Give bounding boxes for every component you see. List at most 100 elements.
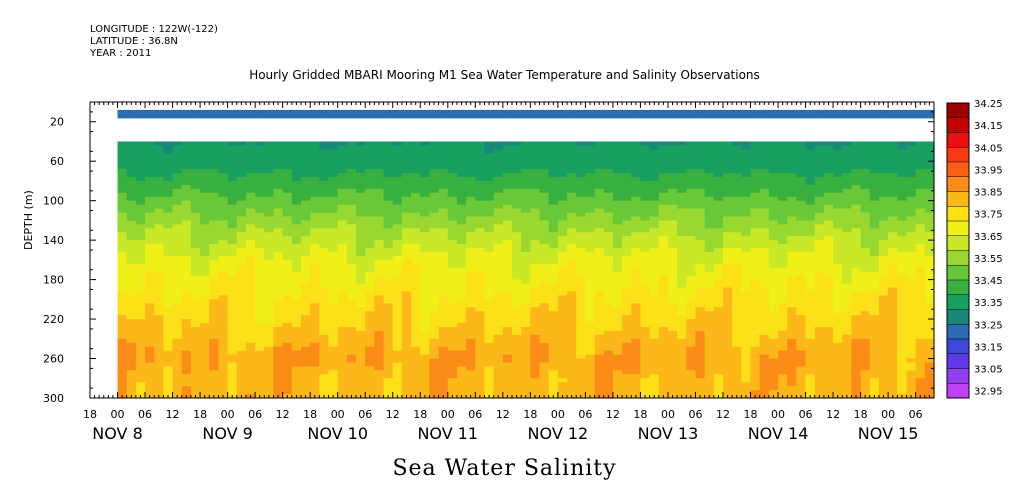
salinity-cell: [502, 149, 513, 154]
salinity-cell: [732, 378, 742, 383]
salinity-cell: [319, 323, 330, 328]
salinity-cell: [521, 362, 531, 368]
salinity-cell: [117, 153, 128, 158]
salinity-cell: [713, 271, 724, 277]
salinity-cell: [594, 311, 605, 316]
salinity-cell: [585, 275, 596, 281]
salinity-cell: [557, 370, 568, 375]
salinity-cell: [576, 303, 586, 308]
salinity-cell: [456, 358, 467, 364]
salinity-cell: [135, 307, 146, 312]
salinity-cell: [172, 358, 183, 364]
salinity-cell: [365, 291, 375, 296]
salinity-cell: [530, 366, 541, 371]
salinity-cell: [154, 196, 164, 202]
salinity-cell: [723, 228, 733, 233]
salinity-cell: [190, 204, 201, 210]
salinity-cell: [392, 176, 403, 182]
salinity-cell: [484, 319, 495, 324]
salinity-cell: [713, 113, 724, 119]
salinity-cell: [447, 303, 458, 308]
salinity-cell: [420, 374, 431, 379]
salinity-cell: [796, 248, 807, 253]
salinity-cell: [328, 196, 339, 202]
salinity-cell: [631, 157, 642, 162]
salinity-cell: [126, 338, 137, 344]
salinity-cell: [732, 188, 742, 194]
salinity-cell: [401, 354, 412, 360]
salinity-cell: [585, 188, 596, 194]
salinity-cell: [337, 319, 348, 324]
salinity-cell: [301, 311, 311, 316]
salinity-cell: [686, 283, 697, 289]
salinity-cell: [466, 315, 476, 320]
salinity-cell: [365, 334, 375, 340]
salinity-cell: [356, 315, 366, 320]
salinity-cell: [723, 283, 733, 289]
salinity-cell: [713, 323, 724, 328]
salinity-cell: [392, 370, 403, 375]
salinity-cell: [484, 354, 495, 360]
salinity-cell: [420, 315, 431, 320]
salinity-cell: [796, 232, 807, 237]
salinity-cell: [512, 208, 522, 214]
salinity-cell: [557, 157, 568, 162]
salinity-cell: [172, 271, 183, 277]
salinity-cell: [466, 311, 476, 316]
salinity-cell: [420, 228, 431, 233]
salinity-cell: [603, 334, 614, 340]
salinity-cell: [264, 251, 275, 257]
salinity-cell: [732, 251, 742, 257]
salinity-cell: [282, 291, 293, 296]
salinity-cell: [502, 350, 513, 356]
salinity-cell: [383, 342, 394, 348]
salinity-cell: [383, 109, 394, 115]
salinity-cell: [548, 303, 559, 308]
salinity-cell: [778, 200, 788, 206]
salinity-cell: [420, 362, 431, 368]
salinity-cell: [567, 228, 577, 233]
salinity-cell: [622, 145, 632, 150]
salinity-cell: [346, 283, 357, 289]
salinity-cell: [181, 311, 192, 316]
salinity-cell: [429, 354, 440, 360]
salinity-cell: [291, 157, 302, 162]
salinity-cell: [603, 259, 614, 265]
salinity-cell: [200, 141, 210, 147]
salinity-cell: [787, 208, 797, 214]
salinity-cell: [677, 200, 687, 206]
salinity-cell: [346, 374, 357, 379]
salinity-cell: [383, 169, 394, 174]
salinity-cell: [787, 362, 797, 368]
salinity-cell: [548, 307, 559, 312]
salinity-cell: [677, 145, 687, 150]
salinity-cell: [411, 307, 421, 312]
salinity-cell: [163, 240, 174, 245]
salinity-cell: [677, 295, 687, 300]
salinity-cell: [135, 291, 146, 296]
salinity-cell: [686, 267, 697, 273]
salinity-cell: [548, 224, 559, 229]
salinity-cell: [209, 236, 220, 241]
salinity-cell: [218, 350, 229, 356]
salinity-cell: [594, 323, 605, 328]
salinity-cell: [576, 279, 586, 285]
salinity-cell: [200, 338, 210, 344]
salinity-cell: [594, 232, 605, 237]
salinity-cell: [695, 176, 706, 182]
salinity-cell: [631, 283, 642, 289]
salinity-cell: [245, 307, 256, 312]
salinity-cell: [209, 212, 220, 218]
salinity-cell: [667, 370, 678, 375]
salinity-cell: [319, 240, 330, 245]
salinity-cell: [346, 326, 357, 332]
salinity-cell: [787, 311, 797, 316]
salinity-cell: [640, 342, 651, 348]
salinity-cell: [594, 263, 605, 269]
salinity-cell: [539, 153, 550, 158]
salinity-cell: [181, 263, 192, 269]
salinity-cell: [548, 212, 559, 218]
salinity-cell: [200, 350, 210, 356]
salinity-cell: [631, 279, 642, 285]
salinity-cell: [631, 228, 642, 233]
